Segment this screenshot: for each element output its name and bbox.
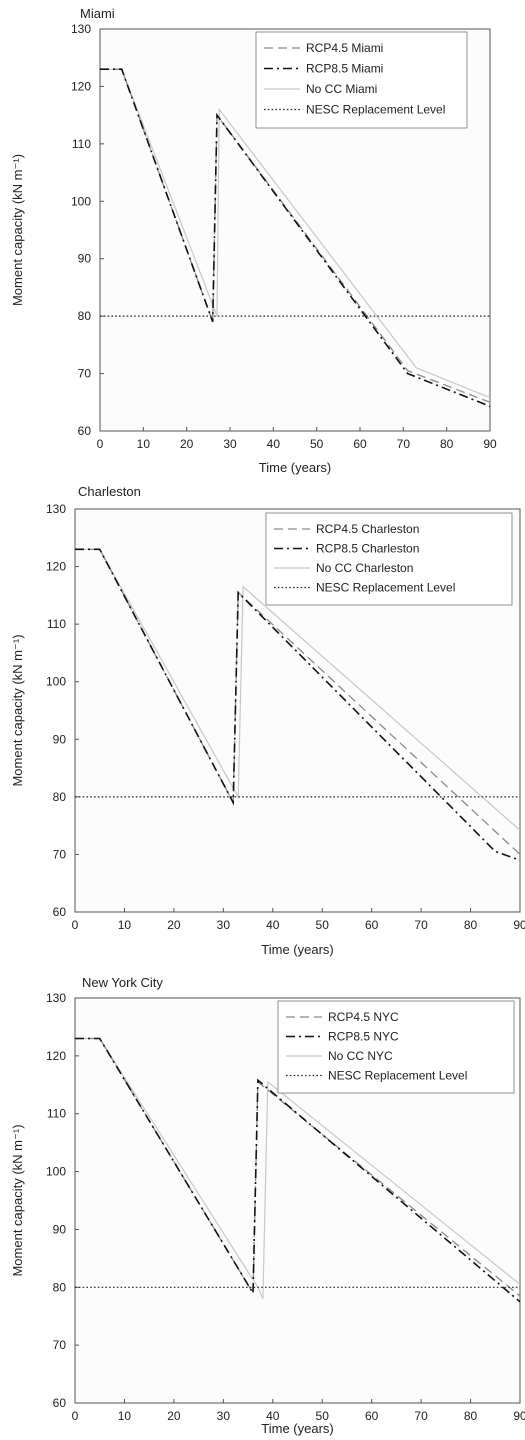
y-tick-label: 80 — [78, 309, 92, 323]
x-tick-label: 60 — [365, 918, 379, 932]
x-tick-label: 10 — [137, 437, 151, 451]
legend-box — [255, 31, 468, 129]
legend-label: RCP8.5 NYC — [328, 1030, 399, 1044]
series-line-rcp8-5-miami — [100, 68, 490, 408]
x-tick-label: 20 — [167, 918, 181, 932]
chart-panel-3: New York City 0 10 20 30 40 50 60 70 80 90 60 70 80 90… — [10, 975, 525, 1436]
legend-box — [265, 512, 513, 606]
x-tick-label: 70 — [414, 918, 428, 932]
x-tick-label: 0 — [72, 918, 79, 932]
x-tick-label: 0 — [72, 1409, 79, 1423]
legend-label: NESC Replacement Level — [316, 581, 455, 595]
x-axis-label: Time (years) — [259, 460, 331, 475]
y-tick-label: 110 — [72, 137, 91, 151]
x-tick-label: 60 — [353, 437, 367, 451]
x-tick-label: 0 — [97, 437, 104, 451]
y-tick-label: 120 — [46, 1049, 66, 1063]
y-tick-label: 110 — [47, 617, 66, 631]
x-tick-label: 50 — [310, 437, 324, 451]
y-tick-label: 80 — [53, 790, 67, 804]
x-tick-label: 30 — [217, 918, 231, 932]
series-line-rcp8-5-nyc — [75, 1037, 520, 1303]
y-tick-label: 70 — [53, 847, 67, 861]
x-tick-label: 40 — [267, 437, 281, 451]
x-tick-label: 90 — [483, 437, 497, 451]
panel-title: Charleston — [78, 484, 141, 499]
x-tick-label: 50 — [316, 1409, 330, 1423]
x-tick-label: 20 — [180, 437, 194, 451]
legend-box — [277, 1000, 515, 1094]
legend-label: No CC Miami — [306, 82, 377, 96]
x-tick-label: 30 — [223, 437, 237, 451]
y-tick-label: 60 — [53, 1396, 67, 1410]
y-tick-label: 90 — [78, 252, 92, 266]
y-tick-label: 120 — [46, 560, 66, 574]
y-axis-label: Moment capacity (kN m⁻¹) — [10, 634, 25, 786]
x-tick-label: 90 — [513, 918, 525, 932]
x-tick-label: 80 — [440, 437, 454, 451]
y-tick-label: 90 — [53, 1222, 67, 1236]
x-tick-label: 70 — [414, 1409, 428, 1423]
legend-label: No CC NYC — [328, 1049, 393, 1063]
legend-label: RCP4.5 NYC — [328, 1010, 399, 1024]
x-tick-label: 10 — [118, 1409, 132, 1423]
y-tick-label: 130 — [71, 22, 91, 36]
legend: RCP4.5 Charleston RCP8.5 Charleston No CC … — [265, 512, 513, 606]
chart-panel-1: Miami 0 10 20 30 40 50 60 70 80 90 60 70 80 90 100 110 12… — [10, 6, 497, 475]
x-tick-label: 20 — [167, 1409, 181, 1423]
y-axis-label: Moment capacity (kN m⁻¹) — [10, 154, 25, 306]
y-tick-label: 130 — [46, 991, 66, 1005]
x-tick-label: 40 — [266, 918, 280, 932]
y-tick-label: 110 — [47, 1107, 66, 1121]
legend-label: RCP8.5 Charleston — [316, 542, 419, 556]
x-tick-label: 30 — [217, 1409, 231, 1423]
y-tick-label: 80 — [53, 1280, 67, 1294]
x-tick-label: 10 — [118, 918, 132, 932]
y-tick-label: 100 — [71, 194, 91, 208]
chart-panel-2: Charleston 0 10 20 30 40 50 60 70 80 90 60 70 80 90 100… — [10, 484, 525, 957]
panel-title: New York City — [82, 975, 163, 990]
y-tick-label: 70 — [78, 367, 92, 381]
x-tick-label: 40 — [266, 1409, 280, 1423]
legend: RCP4.5 NYC RCP8.5 NYC No CC NYC NESC Replac… — [277, 1000, 515, 1094]
x-tick-label: 60 — [365, 1409, 379, 1423]
x-tick-label: 50 — [316, 918, 330, 932]
y-tick-label: 130 — [46, 502, 66, 516]
legend-label: RCP4.5 Charleston — [316, 522, 419, 536]
y-tick-label: 70 — [53, 1338, 67, 1352]
x-axis-label: Time (years) — [261, 1421, 333, 1436]
x-tick-label: 70 — [397, 437, 411, 451]
x-tick-label: 80 — [464, 1409, 478, 1423]
legend-label: NESC Replacement Level — [328, 1069, 467, 1083]
y-tick-label: 100 — [46, 1165, 66, 1179]
y-tick-label: 120 — [71, 79, 91, 93]
series-line-rcp8-5-charleston — [75, 548, 520, 861]
legend-label: RCP4.5 Miami — [306, 41, 383, 55]
y-axis-label: Moment capacity (kN m⁻¹) — [10, 1124, 25, 1276]
legend: RCP4.5 Miami RCP8.5 Miami No CC Miami NESC … — [255, 31, 468, 129]
legend-label: NESC Replacement Level — [306, 103, 445, 117]
y-tick-label: 60 — [53, 905, 67, 919]
y-tick-label: 100 — [46, 675, 66, 689]
y-tick-label: 60 — [78, 424, 92, 438]
legend-label: No CC Charleston — [316, 561, 413, 575]
x-tick-label: 90 — [513, 1409, 525, 1423]
legend-label: RCP8.5 Miami — [306, 62, 383, 76]
x-axis-label: Time (years) — [261, 942, 333, 957]
x-tick-label: 80 — [464, 918, 478, 932]
y-tick-label: 90 — [53, 732, 67, 746]
panel-title: Miami — [80, 6, 115, 21]
